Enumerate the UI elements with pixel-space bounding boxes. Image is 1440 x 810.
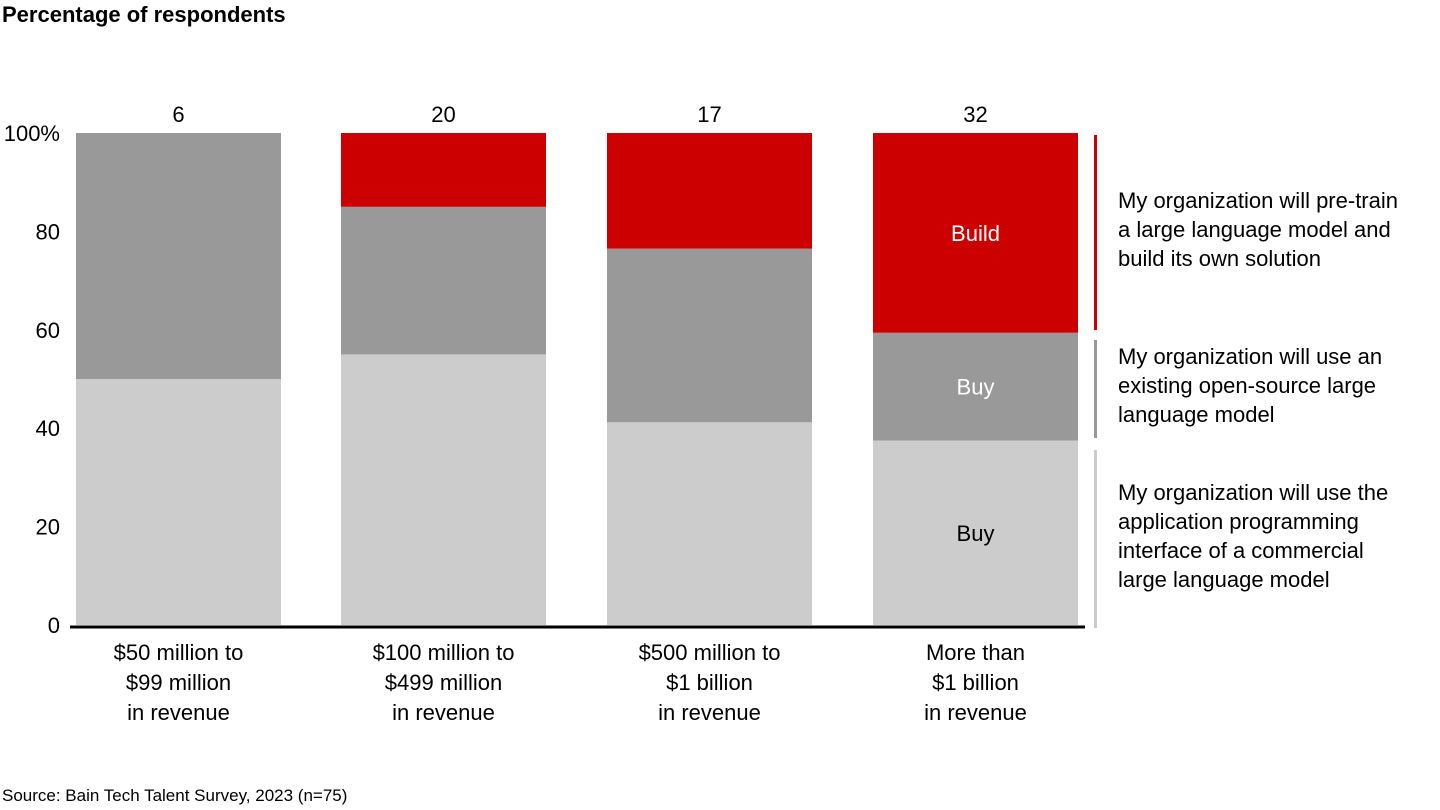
- legend-item: My organization will pre-train a large la…: [1118, 186, 1398, 273]
- legend-text: build its own solution: [1118, 246, 1322, 271]
- x-tick-label: $100 million to: [373, 640, 515, 665]
- bar-segment: [607, 422, 812, 625]
- y-tick-label: 0: [48, 613, 60, 638]
- legend-text: existing open-source large: [1118, 373, 1377, 398]
- legend-text: interface of a commercial: [1118, 538, 1364, 563]
- x-tick-label: in revenue: [127, 700, 230, 725]
- bar-total-label: 32: [963, 102, 987, 127]
- bar-total-label: 6: [172, 102, 184, 127]
- chart-title: Percentage of respondents: [2, 2, 286, 27]
- legend-text: My organization will use the: [1118, 480, 1389, 505]
- legend-text: large language model: [1118, 567, 1330, 592]
- bar-total-label: 17: [697, 102, 721, 127]
- bar-segment: [607, 248, 812, 423]
- x-tick-label: $499 million: [385, 670, 502, 695]
- x-tick-label: $50 million to: [114, 640, 244, 665]
- legend-text: My organization will pre-train: [1118, 188, 1398, 213]
- bar-segment: [873, 440, 1078, 625]
- y-tick-label: 100%: [4, 121, 60, 146]
- segment-label: Buy: [957, 521, 995, 546]
- legend-text: a large language model and: [1118, 217, 1391, 242]
- bar-segment: [76, 379, 281, 625]
- legend-text: application programming: [1118, 509, 1359, 534]
- bar-segment: [873, 332, 1078, 441]
- y-tick-label: 80: [36, 219, 60, 244]
- x-tick-label: $99 million: [126, 670, 231, 695]
- legend-text: My organization will use an: [1118, 344, 1383, 369]
- legend-text: language model: [1118, 402, 1275, 427]
- legend-marker: [1094, 135, 1097, 330]
- bar-segment: [341, 133, 546, 207]
- legend-item: My organization will use the application …: [1118, 478, 1388, 594]
- legend-item: My organization will use an existing open…: [1118, 342, 1382, 429]
- source-note: Source: Bain Tech Talent Survey, 2023 (n…: [2, 786, 348, 805]
- segment-label: Build: [951, 221, 1000, 246]
- y-tick-label: 40: [36, 416, 60, 441]
- bar-segment: [873, 133, 1078, 333]
- bar-segment: [341, 206, 546, 355]
- x-tick-label: in revenue: [924, 700, 1027, 725]
- bar-segment: [341, 354, 546, 625]
- x-tick-label: in revenue: [658, 700, 761, 725]
- legend-marker: [1094, 450, 1097, 628]
- legend-marker: [1094, 340, 1097, 438]
- bar-segment: [76, 133, 281, 379]
- x-tick-label: $1 billion: [932, 670, 1019, 695]
- x-tick-label: $500 million to: [639, 640, 781, 665]
- x-tick-label: in revenue: [392, 700, 495, 725]
- y-tick-label: 20: [36, 515, 60, 540]
- x-tick-label: $1 billion: [666, 670, 753, 695]
- bar-segment: [607, 133, 812, 249]
- y-tick-label: 60: [36, 318, 60, 343]
- bar-total-label: 20: [431, 102, 455, 127]
- x-tick-label: More than: [926, 640, 1025, 665]
- segment-label: Buy: [957, 375, 995, 400]
